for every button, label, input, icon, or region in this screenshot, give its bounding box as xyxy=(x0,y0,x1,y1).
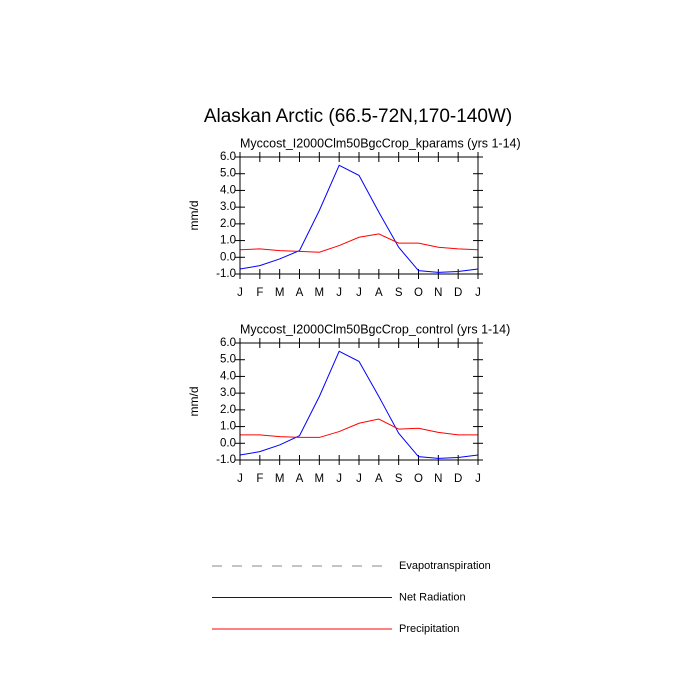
data-line xyxy=(239,164,479,273)
legend-label: Net Radiation xyxy=(399,591,466,603)
y-tick-label: 4.0 xyxy=(220,184,236,196)
x-tick-label: S xyxy=(395,473,403,485)
x-tick-label: J xyxy=(237,473,243,485)
data-line xyxy=(239,350,479,459)
y-tick-label: 4.0 xyxy=(220,370,236,382)
y-tick-label: 2.0 xyxy=(220,404,236,416)
x-tick-label: J xyxy=(237,287,243,299)
y-axis-label: mm/d xyxy=(187,201,201,231)
y-tick-label: 6.0 xyxy=(220,337,236,349)
y-tick-label: 1.0 xyxy=(220,421,236,433)
x-tick-label: N xyxy=(434,473,442,485)
subtitle: Myccost_I2000Clm50BgcCrop_control (yrs 1… xyxy=(240,322,510,336)
x-tick-label: M xyxy=(275,473,285,485)
y-tick-label: 0.0 xyxy=(220,437,236,449)
x-tick-label: O xyxy=(414,287,423,299)
y-tick-label: -1.0 xyxy=(216,454,236,466)
data-line xyxy=(240,418,478,438)
y-tick-label: -1.0 xyxy=(216,268,236,280)
subtitle: Myccost_I2000Clm50BgcCrop_kparams (yrs 1… xyxy=(240,136,521,150)
x-tick-label: F xyxy=(256,287,263,299)
x-tick-label: J xyxy=(336,473,342,485)
x-tick-label: J xyxy=(475,287,481,299)
x-tick-label: M xyxy=(275,287,285,299)
x-tick-label: S xyxy=(395,287,403,299)
y-tick-label: 3.0 xyxy=(220,387,236,399)
x-tick-label: J xyxy=(356,473,362,485)
y-tick-label: 5.0 xyxy=(220,354,236,366)
x-tick-label: J xyxy=(475,473,481,485)
x-tick-label: F xyxy=(256,473,263,485)
legend-label: Evapotranspiration xyxy=(399,560,491,572)
x-tick-label: A xyxy=(375,287,383,299)
y-tick-label: 1.0 xyxy=(220,235,236,247)
y-tick-label: 0.0 xyxy=(220,251,236,263)
x-tick-label: A xyxy=(296,473,304,485)
x-tick-label: D xyxy=(454,473,462,485)
legend-label: Precipitation xyxy=(399,623,460,635)
x-tick-label: M xyxy=(315,473,325,485)
y-tick-label: 2.0 xyxy=(220,218,236,230)
x-tick-label: O xyxy=(414,473,423,485)
x-tick-label: J xyxy=(336,287,342,299)
x-tick-label: A xyxy=(296,287,304,299)
y-tick-label: 5.0 xyxy=(220,168,236,180)
x-tick-label: M xyxy=(315,287,325,299)
y-axis-label: mm/d xyxy=(187,387,201,417)
plot-frame xyxy=(239,342,479,461)
x-tick-label: D xyxy=(454,287,462,299)
chart-title: Alaskan Arctic (66.5-72N,170-140W) xyxy=(204,106,512,127)
y-tick-label: 3.0 xyxy=(220,201,236,213)
data-line xyxy=(239,233,479,253)
x-tick-label: A xyxy=(375,473,383,485)
plot-frame xyxy=(239,156,479,275)
x-tick-label: J xyxy=(356,287,362,299)
x-tick-label: N xyxy=(434,287,442,299)
y-tick-label: 6.0 xyxy=(220,151,236,163)
